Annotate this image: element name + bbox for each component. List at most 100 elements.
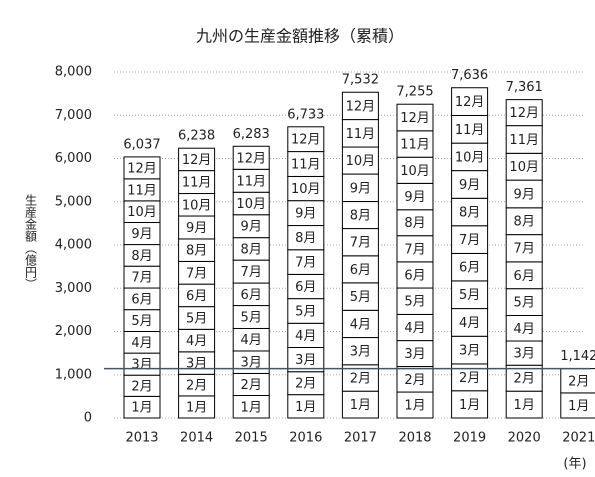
segment-label: 8月 — [241, 242, 262, 257]
segment-label: 10月 — [400, 164, 430, 179]
bar-segment — [341, 228, 379, 257]
segment-label: 6月 — [459, 261, 480, 276]
segment-label: 6月 — [131, 292, 152, 307]
segment-label: 2月 — [459, 371, 480, 386]
segment-label: 6月 — [295, 280, 316, 295]
bar-segment — [341, 201, 379, 230]
x-tick-label: 2013 — [125, 431, 158, 446]
segment-label: 10月 — [291, 182, 321, 197]
segment-label: 2月 — [186, 379, 207, 394]
segment-label: 4月 — [131, 336, 152, 351]
segment-label: 5月 — [350, 290, 371, 305]
segment-label: 10月 — [127, 205, 157, 220]
bar-segment — [396, 366, 434, 393]
bar-segment — [451, 335, 489, 365]
segment-label: 8月 — [404, 216, 425, 231]
bar-segment — [396, 391, 434, 419]
segment-label: 5月 — [404, 295, 425, 310]
segment-label: 5月 — [514, 296, 535, 311]
x-tick-label: 2020 — [508, 431, 541, 446]
segment-label: 7月 — [514, 242, 535, 257]
segment-label: 8月 — [514, 215, 535, 230]
total-label: 6,283 — [233, 127, 270, 142]
bar-segment — [287, 273, 325, 300]
segment-label: 2月 — [514, 372, 535, 387]
segment-label: 1月 — [459, 398, 480, 413]
bar-segment — [505, 261, 543, 290]
segment-label: 4月 — [459, 316, 480, 331]
total-label: 6,238 — [178, 129, 215, 144]
segment-label: 5月 — [241, 311, 262, 326]
bar-segment — [396, 287, 434, 315]
bar-segment — [505, 179, 543, 209]
segment-label: 6月 — [404, 268, 425, 283]
segment-label: 6月 — [514, 269, 535, 284]
segment-label: 2月 — [241, 378, 262, 393]
segment-label: 3月 — [186, 357, 207, 372]
segment-label: 11月 — [346, 127, 376, 142]
segment-label: 5月 — [131, 314, 152, 329]
segment-label: 5月 — [459, 288, 480, 303]
segment-label: 5月 — [186, 311, 207, 326]
segment-label: 7月 — [241, 265, 262, 280]
bar-segment — [178, 147, 216, 172]
y-tick-label: 6,000 — [55, 151, 92, 166]
segment-label: 8月 — [131, 249, 152, 264]
bar-segment — [341, 337, 379, 366]
bar-segment — [396, 182, 434, 211]
segment-label: 1月 — [404, 399, 425, 414]
segment-label: 12月 — [236, 151, 266, 166]
segment-label: 3月 — [459, 344, 480, 359]
y-axis-label: 生産金額（億円） — [24, 194, 38, 290]
segment-label: 9月 — [404, 190, 425, 205]
segment-label: 12月 — [509, 106, 539, 121]
x-unit: (年) — [563, 457, 586, 472]
bar-segment — [451, 114, 489, 144]
segment-label: 4月 — [186, 334, 207, 349]
total-label: 7,255 — [396, 85, 433, 100]
segment-label: 11月 — [236, 174, 266, 189]
segment-label: 12月 — [291, 133, 321, 148]
bar-segment — [451, 308, 489, 337]
chart-title: 九州の生産金額推移（累積） — [196, 27, 404, 46]
total-label: 6,733 — [287, 107, 324, 122]
bar-segment — [341, 173, 379, 203]
bar-segment — [505, 99, 543, 127]
bar-segment — [396, 130, 434, 158]
segment-label: 7月 — [295, 256, 316, 271]
x-tick-label: 2017 — [344, 431, 377, 446]
bar-segment — [505, 152, 543, 181]
segment-label: 11月 — [509, 133, 539, 148]
bar-segment — [341, 146, 379, 175]
bar-segment — [123, 156, 161, 180]
segment-label: 5月 — [295, 304, 316, 319]
segment-label: 9月 — [350, 181, 371, 196]
segment-label: 1月 — [186, 400, 207, 415]
bar-segment — [341, 119, 379, 148]
x-tick-label: 2021 — [562, 431, 595, 446]
total-label: 7,361 — [506, 80, 543, 95]
segment-label: 8月 — [459, 206, 480, 221]
bar-segment — [505, 314, 543, 342]
segment-label: 1月 — [568, 399, 589, 414]
segment-label: 3月 — [295, 353, 316, 368]
segment-label: 4月 — [295, 329, 316, 344]
y-tick-label: 7,000 — [55, 108, 92, 123]
segment-label: 8月 — [350, 209, 371, 224]
segment-label: 7月 — [350, 236, 371, 251]
y-tick-label: 5,000 — [55, 194, 92, 209]
y-tick-label: 0 — [84, 411, 92, 426]
bar-segment — [341, 255, 379, 284]
segment-label: 1月 — [131, 401, 152, 416]
bar-segment — [341, 91, 379, 121]
bar-segment — [232, 145, 270, 170]
segment-label: 12月 — [455, 95, 485, 110]
bar-segment — [341, 282, 379, 311]
segment-label: 1月 — [241, 400, 262, 415]
bar-segment — [505, 207, 543, 236]
bar-segment — [451, 170, 489, 199]
segment-label: 3月 — [131, 358, 152, 373]
x-tick-label: 2019 — [453, 431, 486, 446]
x-tick-label: 2014 — [180, 431, 213, 446]
segment-label: 10月 — [509, 160, 539, 175]
